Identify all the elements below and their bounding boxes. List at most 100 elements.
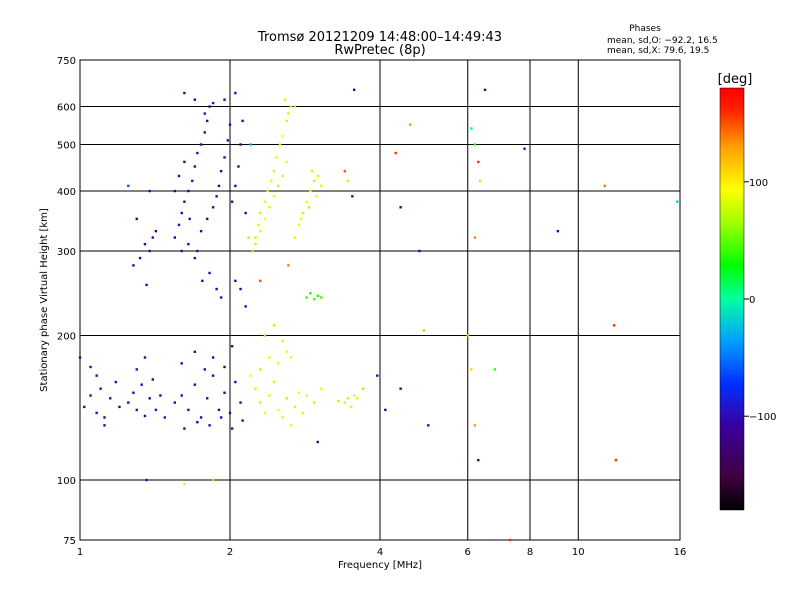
scatter-point — [483, 88, 487, 92]
scatter-point — [281, 339, 284, 343]
scatter-point — [230, 427, 234, 430]
scatter-point — [676, 200, 679, 203]
scatter-point — [196, 249, 199, 253]
scatter-point — [135, 368, 138, 371]
scatter-point — [309, 189, 312, 193]
scatter-point — [287, 264, 290, 267]
scatter-point — [272, 324, 276, 327]
scatter-point — [251, 249, 254, 253]
scatter-point — [219, 416, 223, 419]
scatter-point — [244, 305, 247, 308]
scatter-point — [177, 174, 181, 178]
scatter-point — [163, 416, 167, 419]
scatter-point — [320, 296, 323, 299]
y-tick-label: 750 — [57, 56, 76, 67]
scatter-point — [223, 391, 226, 394]
scatter-point — [283, 98, 287, 101]
scatter-point — [427, 424, 430, 427]
y-tick-label: 200 — [57, 332, 76, 343]
x-tick-label: 16 — [674, 547, 687, 558]
scatter-point — [312, 179, 316, 183]
scatter-point — [187, 189, 190, 193]
scatter-point — [281, 174, 284, 178]
scatter-point — [109, 397, 112, 400]
scatter-point — [254, 236, 257, 239]
x-tick-label: 2 — [227, 547, 233, 558]
phases-o-line: mean, sd,O: −92.2, 16.5 — [607, 36, 718, 46]
scatter-point — [159, 394, 162, 397]
scatter-point — [239, 401, 242, 404]
scatter-point — [226, 139, 230, 142]
scatter-point — [418, 249, 421, 253]
scatter-point — [289, 105, 293, 108]
scatter-point — [473, 236, 477, 239]
scatter-point — [268, 206, 271, 209]
scatter-point — [211, 374, 215, 377]
scatter-point — [228, 123, 232, 126]
scatter-point — [223, 98, 226, 101]
scatter-point — [78, 356, 82, 359]
scatter-point — [205, 397, 209, 400]
x-tick-label: 6 — [465, 547, 471, 558]
colorbar-tick-label: 0 — [749, 295, 755, 306]
scatter-point — [259, 401, 262, 404]
scatter-point — [305, 296, 308, 299]
scatter-point — [219, 296, 223, 299]
scatter-point — [394, 151, 397, 155]
scatter-point — [193, 383, 197, 386]
scatter-point — [268, 394, 271, 397]
scatter-point — [263, 411, 267, 415]
scatter-point — [249, 143, 252, 146]
scatter-point — [473, 424, 477, 427]
scatter-point — [268, 356, 271, 359]
scatter-point — [183, 160, 186, 164]
scatter-point — [361, 387, 365, 390]
scatter-point — [193, 165, 197, 168]
scatter-point — [422, 329, 426, 332]
x-tick-label: 10 — [572, 547, 585, 558]
scatter-point — [316, 174, 319, 178]
scatter-point — [257, 223, 260, 227]
scatter-point — [228, 411, 232, 415]
x-tick-label: 8 — [527, 547, 533, 558]
scatter-point — [173, 189, 177, 193]
colorbar-ticks: 100 0 −100 — [744, 178, 776, 423]
scatter-point — [211, 478, 215, 482]
scatter-point — [188, 217, 191, 221]
chart-title-line1: Tromsø 20121209 14:48:00–14:49:43 — [257, 30, 502, 45]
scatter-point — [83, 405, 86, 409]
y-tick-label: 500 — [57, 141, 76, 152]
scatter-point — [143, 414, 147, 418]
scatter-point — [466, 334, 469, 337]
scatter-point — [193, 98, 197, 101]
scatter-point — [312, 401, 316, 404]
scatter-point — [196, 420, 199, 424]
scatter-point — [234, 380, 237, 384]
scatter-point — [343, 169, 347, 173]
scatter-point — [316, 440, 319, 444]
scatter-point — [230, 200, 234, 203]
scatter-point — [140, 383, 143, 386]
scatter-point — [293, 105, 297, 108]
scatter-point — [275, 156, 278, 159]
scatter-point — [376, 374, 379, 377]
scatter-point — [151, 236, 155, 239]
scatter-point — [289, 356, 293, 359]
scatter-point — [259, 211, 262, 215]
scatter-point — [320, 387, 323, 390]
scatter-point — [285, 160, 288, 164]
y-axis-label: Stationary phase Virtual Height [km] — [39, 208, 50, 392]
scatter-point — [208, 271, 211, 275]
scatter-point — [249, 374, 252, 377]
scatter-point — [285, 350, 288, 353]
scatter-point — [309, 292, 312, 295]
scatter-point — [281, 135, 284, 138]
scatter-point — [148, 189, 151, 193]
scatter-point — [301, 211, 305, 215]
scatter-point — [352, 394, 356, 397]
scatter-point — [193, 350, 197, 353]
scatter-point — [277, 184, 280, 188]
scatter-point — [320, 184, 323, 188]
scatter-point — [183, 91, 186, 95]
